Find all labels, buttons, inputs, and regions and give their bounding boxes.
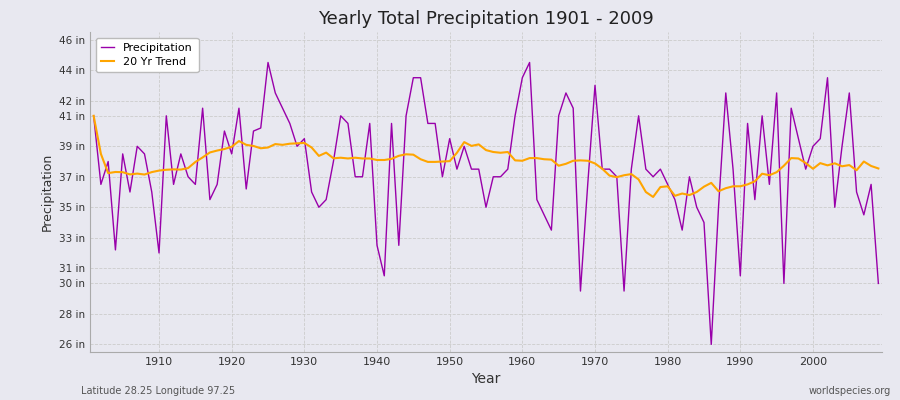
20 Yr Trend (604, 173, 615, 178)
20 Yr Trend (648, 194, 659, 199)
20 Yr Trend (88, 114, 99, 118)
Precipitation (313, 205, 324, 210)
Precipitation (263, 60, 274, 65)
Precipitation (357, 174, 368, 179)
Precipitation (147, 190, 158, 194)
Y-axis label: Precipitation: Precipitation (40, 153, 53, 231)
20 Yr Trend (147, 170, 158, 174)
20 Yr Trend (517, 158, 527, 163)
20 Yr Trend (509, 158, 520, 163)
20 Yr Trend (873, 166, 884, 171)
Precipitation (517, 75, 527, 80)
Precipitation (873, 281, 884, 286)
Title: Yearly Total Precipitation 1901 - 2009: Yearly Total Precipitation 1901 - 2009 (318, 10, 654, 28)
20 Yr Trend (350, 155, 361, 160)
Text: Latitude 28.25 Longitude 97.25: Latitude 28.25 Longitude 97.25 (81, 386, 235, 396)
Line: 20 Yr Trend: 20 Yr Trend (94, 116, 878, 197)
Line: Precipitation: Precipitation (94, 62, 878, 344)
Text: worldspecies.org: worldspecies.org (809, 386, 891, 396)
Precipitation (524, 60, 535, 65)
Legend: Precipitation, 20 Yr Trend: Precipitation, 20 Yr Trend (95, 38, 199, 72)
Precipitation (88, 114, 99, 118)
X-axis label: Year: Year (472, 372, 500, 386)
20 Yr Trend (306, 145, 317, 150)
Precipitation (706, 342, 716, 347)
Precipitation (611, 174, 622, 179)
